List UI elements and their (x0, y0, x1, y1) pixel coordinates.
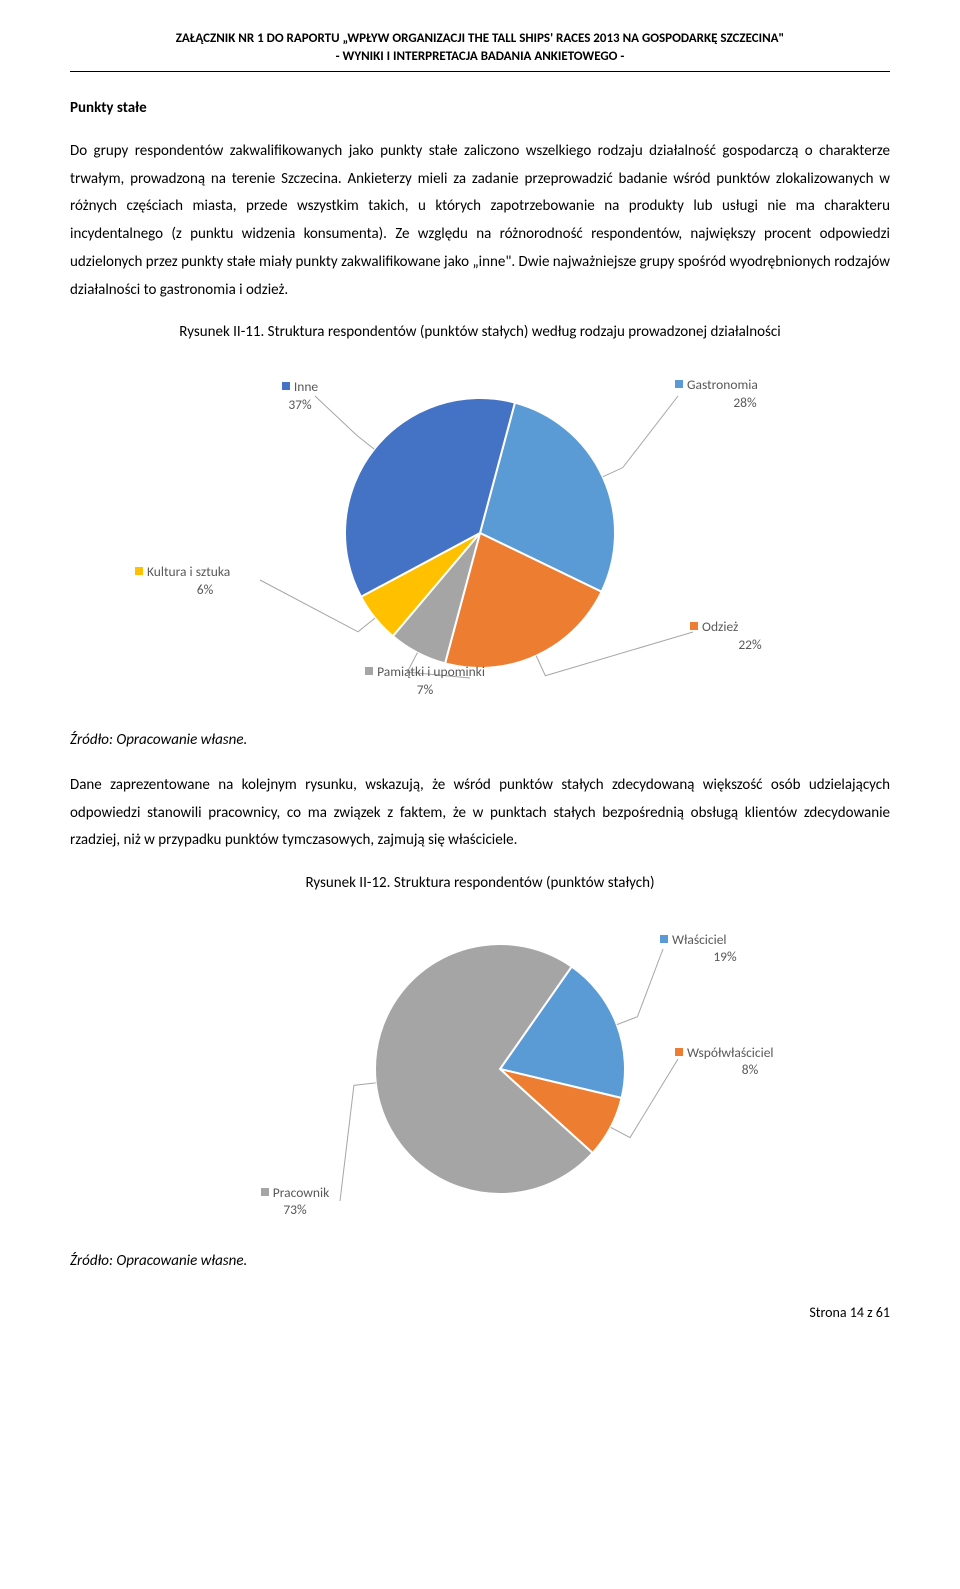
page-header: ZAŁĄCZNIK NR 1 DO RAPORTU „WPŁYW ORGANIZ… (70, 30, 890, 72)
legend-text: Pracownik (273, 1184, 330, 1201)
paragraph-2: Dane zaprezentowane na kolejnym rysunku,… (70, 772, 890, 855)
legend-text: Inne (294, 378, 318, 395)
leader-line (617, 949, 663, 1025)
paragraph-1: Do grupy respondentów zakwalifikowanych … (70, 138, 890, 305)
legend-percent: 19% (660, 948, 790, 966)
source-2: Źródło: Opracowanie własne. (70, 1251, 890, 1273)
legend-percent: 28% (675, 394, 815, 412)
legend-text: Odzież (702, 618, 738, 635)
legend-text: Współwłaściciel (687, 1044, 774, 1061)
legend-percent: 22% (690, 636, 810, 654)
legend-swatch (282, 382, 290, 390)
legend-swatch (135, 567, 143, 575)
legend-percent: 6% (135, 581, 275, 599)
pie-chart-respondents: Właściciel19% Współwłaściciel8% Pracownik7… (130, 909, 830, 1239)
page-footer: Strona 14 z 61 (70, 1303, 890, 1323)
legend-percent: 37% (260, 396, 340, 414)
chart-label: Gastronomia28% (675, 376, 815, 411)
legend-swatch (261, 1188, 269, 1196)
pie-chart-activity: Gastronomia28% Odzież22% Pamiątki i upomin… (130, 358, 830, 718)
legend-swatch (675, 1048, 683, 1056)
legend-text: Gastronomia (687, 376, 758, 393)
chart-label: Pracownik73% (240, 1184, 350, 1219)
chart-label: Inne37% (260, 378, 340, 413)
legend-percent: 8% (675, 1061, 825, 1079)
header-line-2: - WYNIKI I INTERPRETACJA BADANIA ANKIETO… (336, 49, 625, 64)
chart-label: Współwłaściciel8% (675, 1044, 825, 1079)
legend-text: Kultura i sztuka (147, 563, 230, 580)
header-line-1: ZAŁĄCZNIK NR 1 DO RAPORTU „WPŁYW ORGANIZ… (176, 31, 784, 46)
source-1: Źródło: Opracowanie własne. (70, 730, 890, 752)
legend-percent: 7% (345, 681, 505, 699)
legend-swatch (365, 667, 373, 675)
legend-text: Właściciel (672, 931, 727, 948)
legend-percent: 73% (240, 1201, 350, 1219)
chart-label: Odzież22% (690, 618, 810, 653)
leader-line (603, 396, 678, 477)
chart-label: Kultura i sztuka6% (135, 563, 275, 598)
legend-swatch (660, 935, 668, 943)
chart-label: Pamiątki i upominki7% (345, 663, 505, 698)
figure-1-title: Rysunek II-11. Struktura respondentów (p… (70, 322, 890, 344)
legend-swatch (690, 622, 698, 630)
figure-2-title: Rysunek II-12. Struktura respondentów (p… (70, 873, 890, 895)
page-number: Strona 14 z 61 (809, 1304, 890, 1321)
legend-swatch (675, 380, 683, 388)
chart-label: Właściciel19% (660, 931, 790, 966)
legend-text: Pamiątki i upominki (377, 663, 485, 680)
section-title: Punkty stałe (70, 98, 890, 120)
